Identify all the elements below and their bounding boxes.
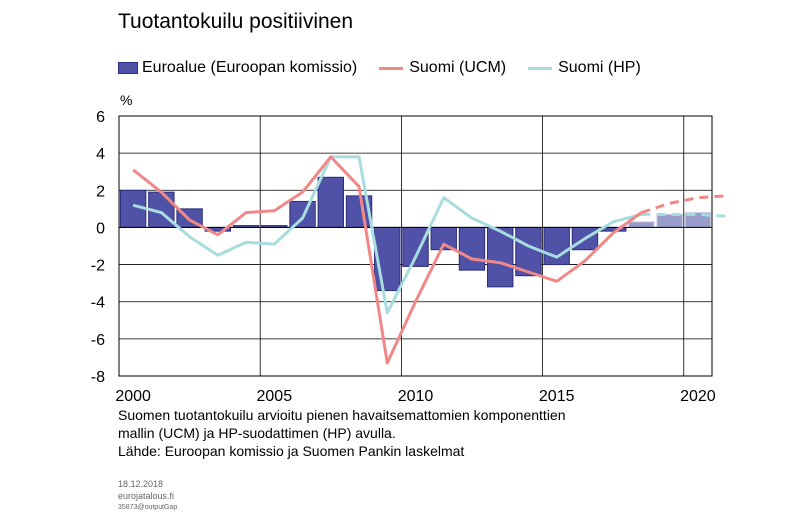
x-tick-label: 2005 (257, 388, 293, 405)
y-tick-label: -2 (91, 258, 105, 275)
bar-euroalue-2007 (317, 176, 344, 228)
legend-label-suomi-hp: Suomi (HP) (558, 59, 641, 76)
legend-item-suomi-ucm: Suomi (UCM) (379, 59, 506, 77)
legend-item-suomi-hp: Suomi (HP) (528, 59, 641, 77)
line-suomi-ucm (132, 155, 643, 365)
chart-bars (119, 176, 712, 292)
x-tick-label: 2010 (398, 388, 434, 405)
bar-euroalue-2018 (628, 221, 655, 228)
note-source: Lähde: Euroopan komissio ja Suomen Panki… (118, 443, 465, 459)
x-tick-label: 2015 (539, 388, 575, 405)
bar-euroalue-2014 (515, 226, 542, 277)
chart-footer: 18.12.2018 eurojatalous.fi 35873@outputG… (118, 478, 177, 514)
chart-notes: Suomen tuotantokuilu arvioitu pienen hav… (118, 406, 566, 460)
note-line-1: Suomen tuotantokuilu arvioitu pienen hav… (118, 407, 566, 423)
legend-swatch-ucm (379, 66, 404, 70)
chart-legend: Euroalue (Euroopan komissio) Suomi (UCM)… (118, 58, 663, 78)
bar-euroalue-2006 (289, 200, 316, 228)
plot-frame (118, 115, 713, 377)
note-line-2: mallin (UCM) ja HP-suodattimen (HP) avul… (118, 425, 396, 441)
y-tick-label: 6 (96, 109, 105, 126)
bar-euroalue-2012 (458, 226, 486, 271)
legend-swatch-hp (528, 66, 553, 70)
y-tick-label: -4 (91, 295, 105, 312)
x-tick-label: 2000 (115, 388, 151, 405)
y-tick-label: 0 (96, 220, 105, 237)
legend-swatch-bar (118, 62, 138, 74)
x-tick-label: 2020 (680, 388, 716, 405)
footer-code: 35873@outputGap (118, 504, 178, 511)
y-tick-label: -8 (91, 369, 105, 386)
y-tick-label: -6 (91, 332, 105, 349)
legend-label-suomi-ucm: Suomi (UCM) (409, 59, 507, 76)
legend-item-euroalue: Euroalue (Euroopan komissio) (118, 59, 357, 77)
chart-lines (132, 155, 727, 365)
legend-label-euroalue: Euroalue (Euroopan komissio) (142, 59, 358, 76)
y-tick-label: 2 (96, 183, 105, 200)
bar-euroalue-2019 (656, 213, 683, 228)
bar-euroalue-2010 (402, 226, 429, 267)
bar-euroalue-2015 (543, 226, 570, 266)
line-suomi-hp (132, 155, 642, 315)
bar-euroalue-2009 (374, 226, 401, 292)
chart-title: Tuotantokuilu positiivinen (118, 10, 354, 33)
y-axis-unit-label: % (120, 92, 133, 108)
y-tick-label: 4 (96, 146, 105, 163)
footer-site: eurojatalous.fi (118, 491, 175, 501)
footer-date: 18.12.2018 (118, 479, 164, 489)
chart-axes: 6 4 2 0 -2 -4 -6 -8 2000 2005 2010 2015 2020 (91, 109, 716, 405)
